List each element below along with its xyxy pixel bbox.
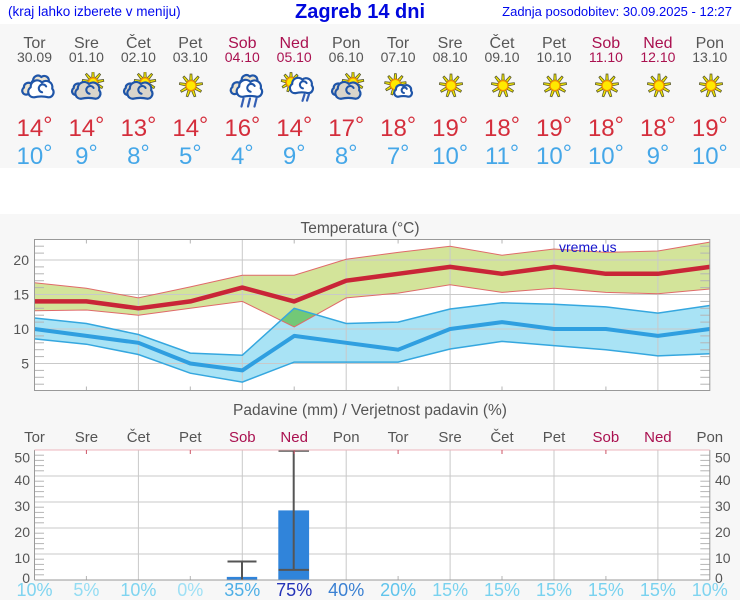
svg-text:40: 40 xyxy=(715,472,731,488)
svg-text:vreme.us: vreme.us xyxy=(559,239,617,255)
svg-text:Pet: Pet xyxy=(179,429,202,446)
svg-text:15%: 15% xyxy=(484,580,520,600)
svg-text:Pon: Pon xyxy=(696,429,723,446)
svg-text:50: 50 xyxy=(14,450,30,466)
svg-text:Sre: Sre xyxy=(75,429,98,446)
svg-text:15%: 15% xyxy=(536,580,572,600)
svg-text:Tor: Tor xyxy=(24,429,45,446)
svg-text:0: 0 xyxy=(715,570,723,586)
svg-text:30: 30 xyxy=(14,498,30,514)
svg-text:15%: 15% xyxy=(640,580,676,600)
svg-text:10%: 10% xyxy=(692,580,728,600)
svg-text:40: 40 xyxy=(14,472,30,488)
svg-text:Ned: Ned xyxy=(280,429,308,446)
svg-text:40%: 40% xyxy=(328,580,364,600)
svg-text:5%: 5% xyxy=(73,580,99,600)
svg-text:35%: 35% xyxy=(224,580,260,600)
svg-text:Padavine (mm) / Verjetnost pad: Padavine (mm) / Verjetnost padavin (%) xyxy=(233,402,507,419)
svg-text:20: 20 xyxy=(715,524,731,540)
svg-text:5: 5 xyxy=(21,356,29,372)
svg-text:10: 10 xyxy=(715,550,731,566)
svg-text:50: 50 xyxy=(715,450,731,466)
svg-text:Pet: Pet xyxy=(543,429,566,446)
svg-text:75%: 75% xyxy=(276,580,312,600)
svg-text:20: 20 xyxy=(13,252,29,268)
svg-text:Sob: Sob xyxy=(593,429,620,446)
svg-text:0: 0 xyxy=(22,570,30,586)
svg-text:Sob: Sob xyxy=(229,429,256,446)
svg-text:15: 15 xyxy=(13,287,29,303)
svg-text:Čet: Čet xyxy=(490,429,514,446)
svg-text:15%: 15% xyxy=(588,580,624,600)
svg-text:0%: 0% xyxy=(177,580,203,600)
svg-text:10%: 10% xyxy=(16,580,52,600)
svg-text:20: 20 xyxy=(14,524,30,540)
svg-text:Čet: Čet xyxy=(127,429,151,446)
svg-text:30: 30 xyxy=(715,498,731,514)
svg-text:10: 10 xyxy=(13,321,29,337)
svg-text:10: 10 xyxy=(14,550,30,566)
svg-text:Temperatura (°C): Temperatura (°C) xyxy=(300,220,419,237)
svg-text:Pon: Pon xyxy=(333,429,360,446)
svg-text:Sre: Sre xyxy=(438,429,461,446)
svg-text:15%: 15% xyxy=(432,580,468,600)
svg-text:20%: 20% xyxy=(380,580,416,600)
svg-text:Ned: Ned xyxy=(644,429,672,446)
svg-text:Tor: Tor xyxy=(388,429,409,446)
svg-text:10%: 10% xyxy=(120,580,156,600)
